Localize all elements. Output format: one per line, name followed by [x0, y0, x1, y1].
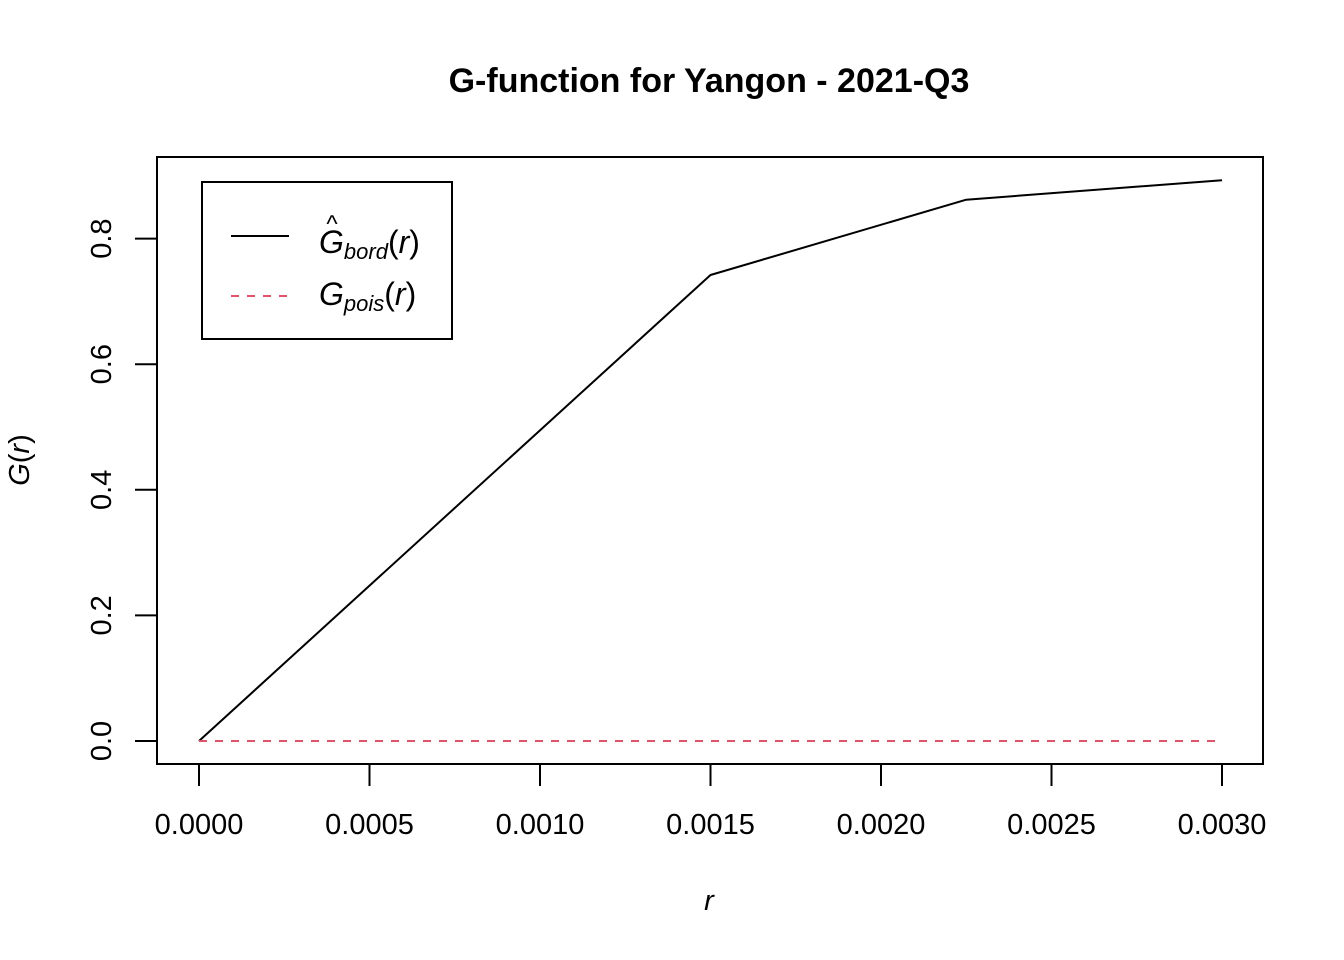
y-axis-label-paren-close: ) — [4, 434, 36, 444]
legend-gpois-paren-close: ) — [406, 276, 417, 312]
x-tick-label: 0.0015 — [666, 809, 755, 841]
y-tick-label: 0.8 — [86, 218, 118, 258]
chart-title: G-function for Yangon - 2021-Q3 — [449, 62, 970, 100]
series-line-0 — [198, 179, 1223, 742]
legend-label-gbord: Gbord(r) — [319, 224, 420, 264]
y-axis: 0.0 0.2 0.4 0.6 0.8 — [86, 218, 158, 761]
legend-gbord-paren-close: ) — [409, 224, 420, 260]
x-tick-label: 0.0030 — [1178, 809, 1267, 841]
y-tick-label: 0.6 — [86, 344, 118, 384]
legend-box — [201, 181, 453, 340]
y-tick-label: 0.4 — [86, 470, 118, 510]
x-tick-label: 0.0010 — [496, 809, 585, 841]
legend-gbord-sub: bord — [344, 239, 389, 264]
x-axis-label: r — [704, 885, 715, 917]
series-layer — [198, 179, 1223, 742]
legend-gbord-paren-open: ( — [388, 224, 399, 260]
y-tick-label: 0.0 — [86, 721, 118, 761]
y-axis-label: G(r) — [4, 434, 36, 486]
legend-gpois-var: r — [395, 276, 407, 312]
x-tick-label: 0.0020 — [837, 809, 926, 841]
x-tick-label: 0.0000 — [155, 809, 244, 841]
legend-gbord-main: G — [319, 224, 344, 260]
legend-gpois-paren-open: ( — [384, 276, 395, 312]
y-axis-label-paren-open: ( — [4, 453, 36, 463]
y-axis-label-var: r — [4, 443, 36, 454]
legend-gpois-sub: pois — [343, 291, 384, 316]
y-tick-label: 0.2 — [86, 595, 118, 635]
legend-hat-gbord: ^ — [326, 211, 338, 238]
x-axis: 0.0000 0.0005 0.0010 0.0015 0.0020 0.0025 0.00… — [155, 763, 1267, 841]
legend-gpois-main: G — [319, 276, 344, 312]
y-axis-label-main: G — [4, 463, 36, 486]
legend-label-gpois: Gpois(r) — [319, 276, 416, 316]
x-tick-label: 0.0025 — [1007, 809, 1096, 841]
legend-gbord-var: r — [399, 224, 411, 260]
x-tick-label: 0.0005 — [325, 809, 414, 841]
legend: ^ Gbord(r) Gpois(r) — [201, 181, 453, 340]
